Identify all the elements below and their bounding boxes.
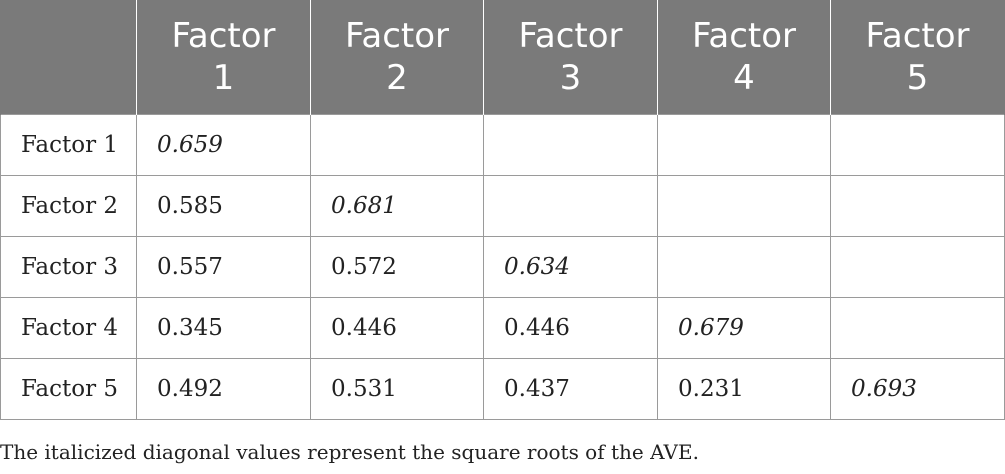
correlation-table: Factor 1 Factor 2 Factor 3 Factor 4 Factor 5 …: [0, 0, 1005, 420]
row-label: Factor 2: [0, 175, 137, 237]
table-cell: [830, 297, 1005, 359]
table-row: Factor 4 0.345 0.446 0.446 0.679: [0, 297, 1005, 359]
table-cell: 0.531: [310, 358, 484, 420]
table-cell: [483, 175, 658, 237]
table-cell: 0.446: [310, 297, 484, 359]
header-corner-cell: [0, 0, 137, 115]
table-footnote: The italicized diagonal values represent…: [0, 440, 699, 464]
table-cell: 0.231: [657, 358, 831, 420]
table-cell: 0.693: [830, 358, 1005, 420]
table-cell: 0.557: [136, 236, 311, 298]
table-row: Factor 2 0.585 0.681: [0, 175, 1005, 237]
table-cell: 0.634: [483, 236, 658, 298]
header-factor-3: Factor 3: [483, 0, 658, 115]
table-cell: [657, 236, 831, 298]
table-cell: 0.492: [136, 358, 311, 420]
row-label: Factor 3: [0, 236, 137, 298]
table-cell: [657, 114, 831, 176]
table-header: Factor 1 Factor 2 Factor 3 Factor 4 Factor 5: [0, 0, 1005, 115]
table-body: Factor 1 0.659 Factor 2 0.585 0.681 Fact…: [0, 114, 1005, 420]
table-cell: 0.679: [657, 297, 831, 359]
table-cell: [310, 114, 484, 176]
table-cell: 0.572: [310, 236, 484, 298]
table-cell: [657, 175, 831, 237]
table-cell: [830, 175, 1005, 237]
table-row: Factor 3 0.557 0.572 0.634: [0, 236, 1005, 298]
header-row: Factor 1 Factor 2 Factor 3 Factor 4 Factor 5: [0, 0, 1005, 115]
table-cell: 0.345: [136, 297, 311, 359]
table-cell: 0.446: [483, 297, 658, 359]
table-cell: 0.437: [483, 358, 658, 420]
correlation-table-container: Factor 1 Factor 2 Factor 3 Factor 4 Factor 5 …: [0, 0, 1005, 420]
table-cell: [830, 114, 1005, 176]
table-cell: 0.681: [310, 175, 484, 237]
row-label: Factor 1: [0, 114, 137, 176]
header-factor-1: Factor 1: [136, 0, 311, 115]
table-cell: [830, 236, 1005, 298]
row-label: Factor 4: [0, 297, 137, 359]
table-row: Factor 5 0.492 0.531 0.437 0.231 0.693: [0, 358, 1005, 420]
header-factor-4: Factor 4: [657, 0, 831, 115]
row-label: Factor 5: [0, 358, 137, 420]
table-cell: 0.585: [136, 175, 311, 237]
table-cell: [483, 114, 658, 176]
table-row: Factor 1 0.659: [0, 114, 1005, 176]
table-cell: 0.659: [136, 114, 311, 176]
header-factor-5: Factor 5: [830, 0, 1005, 115]
header-factor-2: Factor 2: [310, 0, 484, 115]
